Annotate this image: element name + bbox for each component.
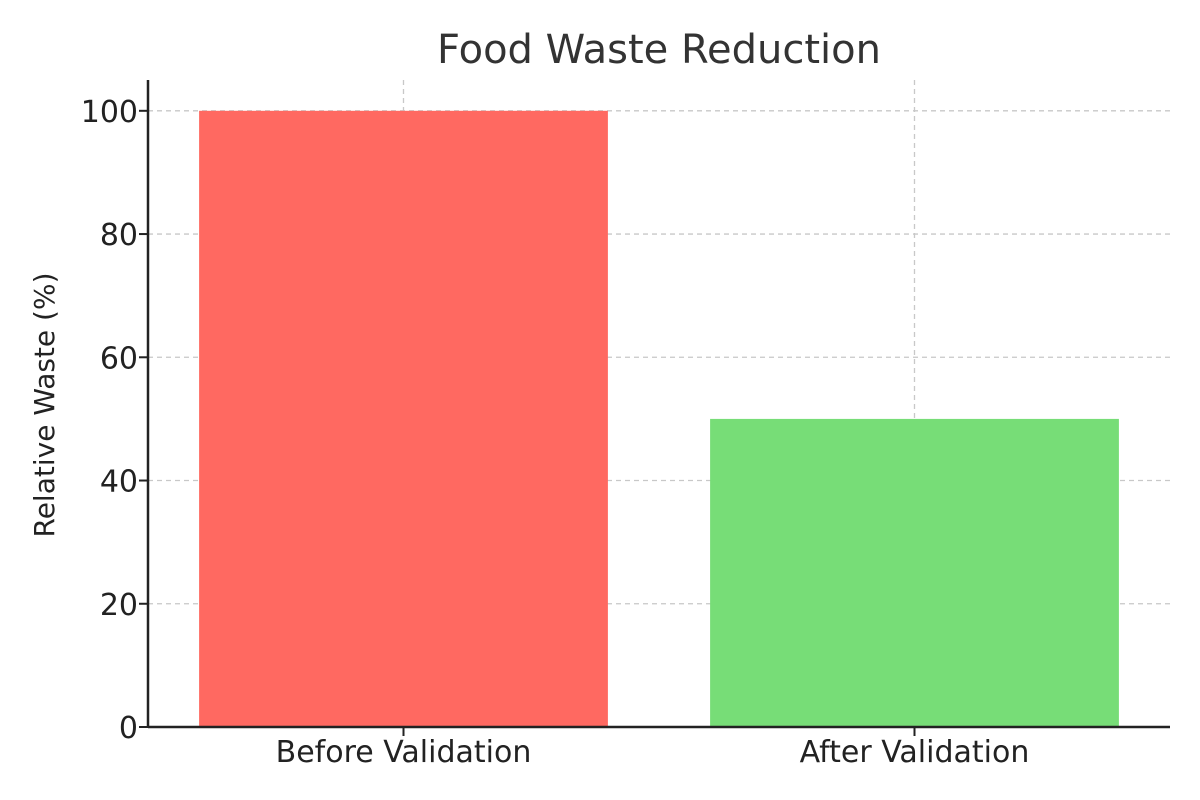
y-tick-label: 40 [100, 465, 138, 500]
axes [146, 80, 1170, 729]
y-tick-label: 100 [81, 95, 138, 130]
y-tick-label: 20 [100, 588, 138, 623]
y-tick-label: 80 [100, 218, 138, 253]
bar [199, 110, 608, 728]
y-tick-label: 0 [119, 711, 138, 746]
y-ticks: 0 20 40 60 80 100 [81, 95, 148, 746]
y-tick-label: 60 [100, 341, 138, 376]
bars [199, 110, 1119, 728]
x-tick-label: After Validation [800, 735, 1030, 770]
y-axis-label: Relative Waste (%) [28, 272, 61, 537]
chart-title: Food Waste Reduction [437, 27, 881, 73]
x-tick-label: Before Validation [276, 735, 532, 770]
bar [710, 418, 1119, 727]
x-ticks: Before Validation After Validation [276, 727, 1030, 770]
